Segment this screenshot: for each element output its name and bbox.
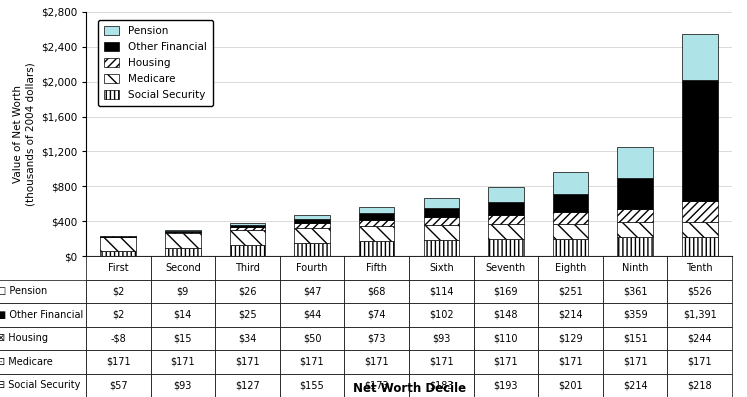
Bar — [553, 172, 589, 194]
Bar — [165, 230, 201, 231]
Bar — [424, 240, 459, 256]
Bar — [424, 225, 459, 240]
Bar — [617, 237, 653, 256]
Bar — [488, 187, 524, 202]
Bar — [165, 231, 201, 232]
Bar — [424, 208, 459, 217]
Bar — [682, 34, 718, 79]
Bar — [682, 201, 718, 222]
Bar — [359, 207, 394, 213]
Bar — [488, 202, 524, 215]
Bar — [617, 178, 653, 209]
Bar — [553, 239, 589, 256]
Legend: Pension, Other Financial, Housing, Medicare, Social Security: Pension, Other Financial, Housing, Medic… — [98, 19, 213, 106]
Bar — [294, 220, 330, 223]
Bar — [617, 209, 653, 222]
Bar — [488, 215, 524, 224]
Bar — [553, 224, 589, 239]
Bar — [294, 243, 330, 256]
Bar — [294, 227, 330, 243]
Bar — [617, 146, 653, 178]
Bar — [229, 223, 265, 225]
Text: Net Worth Decile: Net Worth Decile — [353, 382, 466, 395]
Bar — [424, 198, 459, 208]
Bar — [553, 212, 589, 224]
Bar — [100, 236, 136, 237]
Bar — [359, 226, 394, 241]
Y-axis label: Value of Net Worth
(thousands of 2004 dollars): Value of Net Worth (thousands of 2004 do… — [13, 62, 35, 206]
Bar — [165, 248, 201, 256]
Bar — [682, 237, 718, 256]
Bar — [488, 239, 524, 256]
Bar — [229, 230, 265, 245]
Bar — [294, 223, 330, 227]
Bar — [359, 220, 394, 226]
Bar — [165, 232, 201, 233]
Bar — [682, 79, 718, 201]
Bar — [359, 241, 394, 256]
Bar — [229, 227, 265, 230]
Bar — [424, 217, 459, 225]
Bar — [229, 245, 265, 256]
Bar — [617, 222, 653, 237]
Bar — [553, 194, 589, 212]
Bar — [682, 222, 718, 237]
Bar — [229, 225, 265, 227]
Bar — [165, 233, 201, 248]
Bar — [100, 251, 136, 256]
Bar — [488, 224, 524, 239]
Bar — [359, 213, 394, 220]
Bar — [294, 215, 330, 220]
Bar — [100, 236, 136, 251]
